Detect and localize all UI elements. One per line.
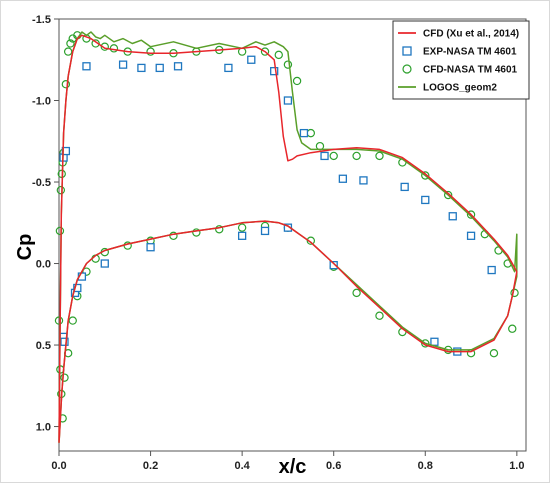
y-tick-label: 1.0 xyxy=(36,422,51,434)
data-point-square xyxy=(270,67,279,76)
data-point-circle xyxy=(68,316,77,325)
axes: 0.0 0.2 0.4 0.6 0.8 1.0 -1.5 -1.0 -0.5 0.0 0.5 1.0 xyxy=(32,14,527,472)
data-point-circle xyxy=(421,171,430,180)
data-point-circle xyxy=(91,39,100,48)
data-point-circle xyxy=(61,80,71,89)
data-point-square xyxy=(448,212,457,221)
x-tick-label: 0.4 xyxy=(234,460,250,472)
data-point-square xyxy=(173,62,183,71)
data-point-circle xyxy=(329,151,338,161)
data-point-circle xyxy=(352,288,361,298)
data-point-circle xyxy=(55,226,65,236)
series-layer xyxy=(54,31,519,443)
y-tick-label: -1.0 xyxy=(32,96,51,108)
data-point-square xyxy=(137,63,146,73)
data-point-square xyxy=(100,259,109,268)
data-point-circle xyxy=(421,339,430,348)
data-point-circle xyxy=(215,225,224,234)
data-point-square xyxy=(421,195,430,205)
data-point-circle xyxy=(274,50,283,60)
legend-label: LOGOS_geom2 xyxy=(423,83,497,94)
data-point-square xyxy=(400,182,409,192)
series-line xyxy=(58,34,518,443)
x-tick-label: 1.0 xyxy=(509,460,524,472)
data-point-circle xyxy=(237,223,247,232)
legend-swatch-circle xyxy=(402,64,412,74)
legend-label: EXP-NASA TM 4601 xyxy=(423,47,517,58)
y-tick-label: -0.5 xyxy=(32,177,51,189)
legend-box xyxy=(392,20,530,100)
legend-label: CFD (Xu et al., 2014) xyxy=(423,29,519,40)
data-point-circle xyxy=(489,348,499,358)
y-tick-label: 0.0 xyxy=(36,259,51,271)
data-point-circle xyxy=(306,128,316,138)
y-axis-title: Cp xyxy=(14,234,36,261)
x-tick-label: 0.0 xyxy=(51,460,66,472)
data-point-circle xyxy=(466,210,476,219)
data-point-square xyxy=(466,231,476,240)
data-point-square xyxy=(329,261,338,270)
data-point-circle xyxy=(100,42,109,51)
data-point-circle xyxy=(60,373,69,382)
data-point-square xyxy=(60,337,69,346)
y-tick-label: -1.5 xyxy=(32,14,51,26)
data-point-square xyxy=(359,176,368,185)
data-point-square xyxy=(320,151,329,161)
data-point-circle xyxy=(146,47,155,56)
data-point-circle xyxy=(443,190,453,200)
data-point-square xyxy=(247,55,256,64)
data-point-circle xyxy=(508,324,517,333)
data-point-circle xyxy=(109,44,119,53)
legend-swatch-square xyxy=(402,46,412,56)
data-point-square xyxy=(237,231,247,240)
data-point-circle xyxy=(192,228,201,237)
data-point-square xyxy=(430,337,439,346)
data-point-circle xyxy=(66,39,75,48)
x-tick-label: 0.6 xyxy=(326,460,341,472)
series-exp-nasa-tm-4601 xyxy=(59,55,496,356)
data-point-circle xyxy=(56,185,66,195)
data-point-circle xyxy=(63,47,73,56)
data-point-circle xyxy=(260,47,270,56)
data-point-circle xyxy=(352,151,361,161)
data-point-square xyxy=(283,96,293,105)
data-point-square xyxy=(82,62,91,71)
x-tick-label: 0.8 xyxy=(418,460,433,472)
data-point-square xyxy=(299,128,309,138)
data-point-square xyxy=(224,63,233,73)
x-tick-label: 0.2 xyxy=(143,460,158,472)
legend: CFD (Xu et al., 2014) EXP-NASA TM 4601 CFD… xyxy=(392,20,530,100)
data-point-circle xyxy=(375,151,384,161)
data-point-square xyxy=(155,63,164,73)
data-point-square xyxy=(146,243,155,252)
y-tick-label: 0.5 xyxy=(36,340,51,352)
data-point-circle xyxy=(82,267,91,276)
data-point-square xyxy=(73,283,82,293)
data-point-circle xyxy=(292,76,302,86)
series-cfd-xu-et-al-2014 xyxy=(58,34,518,443)
data-point-circle xyxy=(169,231,178,241)
data-point-circle xyxy=(54,316,64,325)
data-point-circle xyxy=(375,311,384,320)
data-point-square xyxy=(338,174,348,183)
data-point-circle xyxy=(306,236,316,245)
data-point-square xyxy=(260,226,270,236)
data-point-square xyxy=(118,60,128,69)
x-axis-title: x/c xyxy=(279,456,307,478)
data-point-circle xyxy=(283,60,293,69)
legend-label: CFD-NASA TM 4601 xyxy=(423,65,518,76)
data-point-square xyxy=(487,265,496,275)
